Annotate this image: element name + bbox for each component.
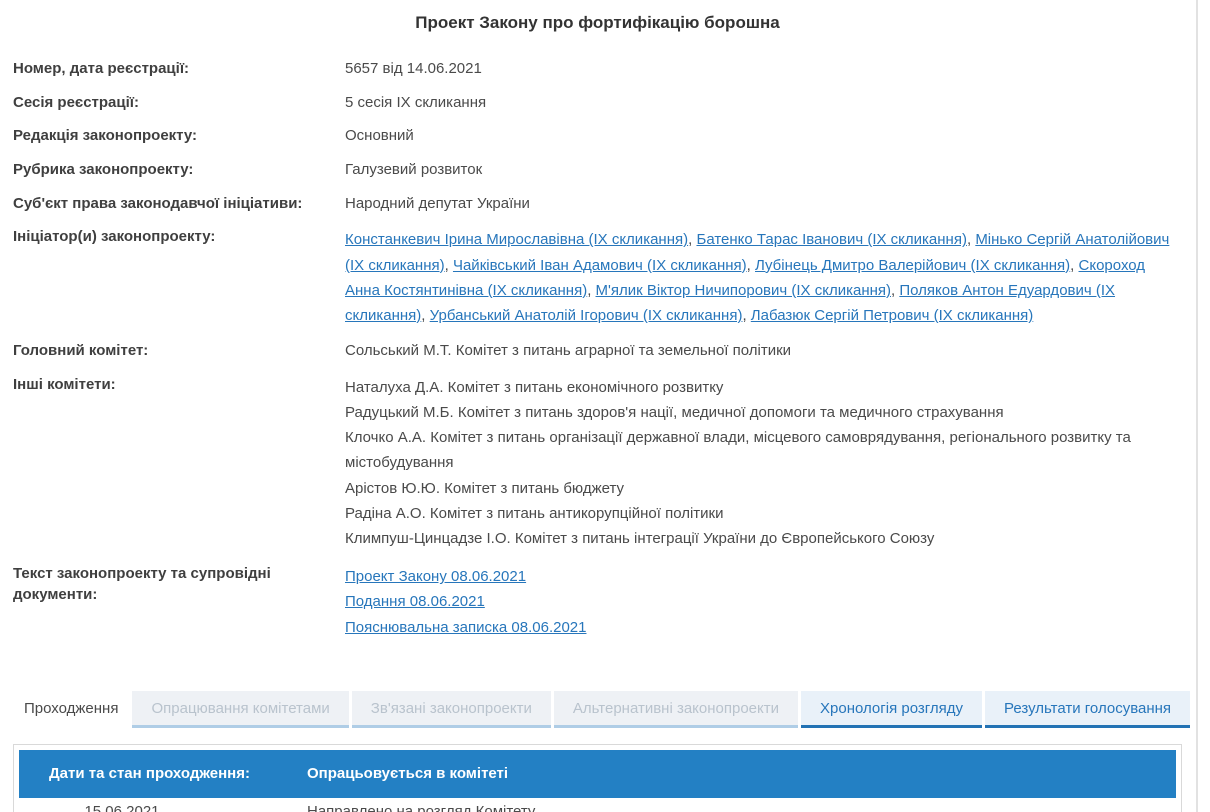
field-label: Рубрика законопроекту: [13, 161, 194, 179]
field-value: Наталуха Д.А. Комітет з питань економічн… [345, 375, 1182, 551]
initiator-link[interactable]: Мінько Сергій Анатолійович (IX скликання… [345, 231, 1170, 274]
detail-row: Головний комітет: Сольський М.Т. Комітет … [13, 341, 1182, 362]
tab-disabled-альтернативні-законопроекти: Альтернативні законопроекти [553, 690, 799, 728]
initiator-link[interactable]: Скороход Анна Костянтинівна (IX скликанн… [345, 256, 1146, 299]
initiator-link[interactable]: Констанкевич Ірина Мирославівна (IX скли… [345, 231, 689, 249]
tab-enabled-результати-голосування[interactable]: Результати голосування [985, 690, 1191, 728]
committee-line: Наталуха Д.А. Комітет з питань економічн… [345, 378, 724, 396]
field-value: 5657 від 14.06.2021 [345, 60, 482, 77]
initiator-link[interactable]: Батенко Тарас Іванович (IX скликання) [696, 231, 967, 249]
progress-table: Дати та стан проходження: Опрацьовується… [13, 743, 1182, 812]
field-value: Констанкевич Ірина Мирославівна (IX скли… [345, 231, 1170, 324]
field-value: Сольський М.Т. Комітет з питань аграрної… [345, 342, 792, 360]
tab-disabled-зв-язані-законопроекти: Зв'язані законопроекти [351, 690, 551, 728]
table-row: 15.06.2021 Направлено на розгляд Комітету [19, 798, 1176, 812]
row-date: 15.06.2021 [84, 802, 160, 812]
page-title: Проект Закону про фортифікацію борошна [415, 13, 780, 32]
document-link[interactable]: Подання 08.06.2021 [345, 593, 485, 611]
initiator-link[interactable]: Лабазюк Сергій Петрович (IX скликання) [750, 307, 1034, 324]
document-line: Подання 08.06.2021 [345, 589, 1176, 614]
field-label: Текст законопроекту та супровідні докуме… [13, 565, 271, 603]
detail-row: Сесія реєстрації: 5 сесія IX скликання [13, 93, 1182, 114]
field-label: Головний комітет: [13, 342, 149, 360]
initiator-link[interactable]: Чайківський Іван Адамович (IX скликання) [452, 256, 747, 274]
field-label: Інші комітети: [13, 375, 116, 393]
detail-row: Редакція законопроекту: Основний [13, 126, 1182, 147]
detail-row: Рубрика законопроекту: Галузевий розвиток [13, 160, 1182, 181]
document-line: Проект Закону 08.06.2021 [345, 564, 1176, 589]
field-label: Ініціатор(и) законопроекту: [13, 228, 216, 246]
committee-line: Арістов Ю.Ю. Комітет з питань бюджету [345, 479, 625, 497]
tab-active-проходження[interactable]: Проходження [13, 690, 130, 728]
committee-line: Клочко А.А. Комітет з питань організації… [345, 429, 1131, 472]
committee-line: Радуцький М.Б. Комітет з питань здоров'я… [345, 404, 1004, 422]
field-label: Редакція законопроекту: [13, 127, 198, 145]
detail-row: Суб'єкт права законодавчої ініціативи: На… [13, 194, 1182, 215]
document-link[interactable]: Проект Закону 08.06.2021 [345, 568, 527, 586]
initiator-link[interactable]: Лубінець Дмитро Валерійович (IX скликанн… [755, 256, 1071, 274]
field-label: Номер, дата реєстрації: [13, 60, 190, 77]
initiator-link[interactable]: Урбанський Анатолій Ігорович (IX скликан… [429, 307, 743, 324]
progress-table-header: Дати та стан проходження: Опрацьовується… [19, 749, 1176, 798]
progress-table-body: 15.06.2021 Направлено на розгляд Комітету… [19, 798, 1176, 812]
field-label: Сесія реєстрації: [13, 93, 139, 111]
field-value: Основний [345, 127, 414, 145]
detail-row: Ініціатор(и) законопроекту: Констанкевич … [13, 227, 1182, 328]
field-label: Суб'єкт права законодавчої ініціативи: [13, 194, 303, 212]
tab-enabled-хронологія-розгляду[interactable]: Хронологія розгляду [801, 690, 983, 728]
committee-line: Радіна А.О. Комітет з питань антикорупці… [345, 504, 724, 522]
field-value: Проект Закону 08.06.2021 Подання 08.06.20… [345, 564, 1182, 640]
progress-table-header-right: Опрацьовується в комітеті [307, 765, 509, 783]
page-right-border [1196, 0, 1198, 812]
detail-row: Інші комітети: Наталуха Д.А. Комітет з пи… [13, 375, 1182, 551]
initiator-link[interactable]: Поляков Антон Едуардович (IX скликання) [345, 281, 1116, 324]
tab-bar: Проходження Опрацювання комітетами Зв'язан… [13, 690, 1191, 728]
document-link[interactable]: Пояснювальна записка 08.06.2021 [345, 618, 587, 636]
detail-row: Текст законопроекту та супровідні докуме… [13, 564, 1182, 640]
tab-disabled-опрацювання-комітетами: Опрацювання комітетами [132, 690, 349, 728]
detail-rows: Номер, дата реєстрації: 5657 від 14.06.20… [13, 59, 1182, 640]
committee-line: Климпуш-Цинцадзе І.О. Комітет з питань і… [345, 530, 935, 547]
field-value: 5 сесія IX скликання [345, 93, 487, 111]
document-line: Пояснювальна записка 08.06.2021 [345, 615, 1176, 640]
row-status: Направлено на розгляд Комітету [307, 802, 536, 812]
detail-row: Номер, дата реєстрації: 5657 від 14.06.20… [13, 59, 1182, 80]
progress-table-header-left: Дати та стан проходження: [49, 765, 250, 783]
initiator-link[interactable]: М'ялик Віктор Ничипорович (IX скликання) [595, 281, 891, 299]
field-value: Галузевий розвиток [345, 161, 483, 179]
field-value: Народний депутат України [345, 194, 530, 212]
